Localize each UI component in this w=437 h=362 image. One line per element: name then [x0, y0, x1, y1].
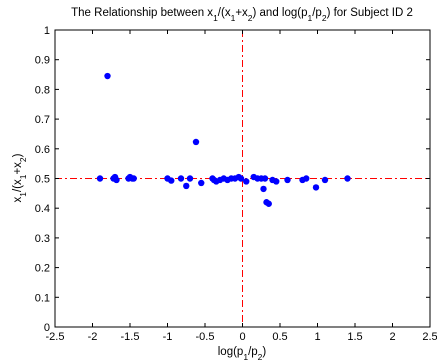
data-point — [130, 175, 137, 182]
y-tick-label: 0.2 — [35, 263, 50, 275]
y-tick-label: 0.6 — [35, 144, 50, 156]
y-tick-label: 1 — [44, 25, 50, 37]
y-tick-label: 0.4 — [35, 203, 50, 215]
data-point — [237, 175, 245, 182]
chart-title: The Relationship between x1/(x1+x2) and … — [71, 7, 413, 23]
y-tick-label: 0.5 — [35, 174, 50, 186]
y-tick-label: 0.9 — [35, 55, 50, 67]
x-tick-labels: -2.5 -2 -1.5 -1 -0.5 0 0.5 1 1.5 2 2.5 — [46, 331, 437, 343]
x-tick-label: 2.5 — [422, 331, 437, 343]
y-tick-label: 0 — [44, 322, 50, 334]
data-point — [273, 178, 280, 185]
data-point — [96, 175, 104, 182]
data-point — [321, 176, 329, 184]
data-point — [104, 72, 111, 80]
data-point — [177, 175, 185, 182]
data-point — [186, 175, 194, 182]
x-tick-label: -1.5 — [121, 331, 140, 343]
x-tick-label: 1.5 — [347, 331, 362, 343]
y-tick-label: 0.1 — [35, 292, 50, 304]
data-point — [261, 175, 269, 182]
x-tick-label: 2 — [389, 331, 395, 343]
x-tick-label: -1 — [163, 331, 173, 343]
data-point — [284, 176, 291, 184]
y-tick-label: 0.7 — [35, 114, 50, 126]
x-tick-label: 0.5 — [272, 331, 287, 343]
x-tick-label: -2.5 — [46, 331, 65, 343]
data-point — [303, 175, 310, 182]
x-tick-label: 1 — [314, 331, 320, 343]
data-point — [113, 176, 120, 184]
y-tick-label: 0.8 — [35, 84, 50, 96]
data-point — [243, 178, 250, 185]
x-tick-label: -2 — [88, 331, 98, 343]
data-point — [192, 138, 200, 146]
data-point — [260, 185, 267, 193]
y-tick-label: 0.3 — [35, 233, 50, 245]
y-axis-label: x1/(x1+x2) — [12, 153, 28, 202]
data-point — [198, 179, 205, 187]
data-point — [183, 182, 190, 190]
x-tick-label: -0.5 — [196, 331, 215, 343]
axis-ticks — [54, 29, 431, 328]
x-tick-label: 0 — [239, 331, 245, 343]
data-point — [344, 175, 351, 182]
data-points — [96, 72, 351, 207]
data-point — [265, 200, 272, 207]
y-tick-labels: 0 0.1 0.2 0.3 0.4 0.5 0.6 0.7 0.8 0.9 1 — [35, 25, 50, 334]
data-point — [168, 177, 175, 184]
data-point — [312, 184, 320, 191]
x-axis-label: log(p1/p2) — [218, 346, 267, 362]
